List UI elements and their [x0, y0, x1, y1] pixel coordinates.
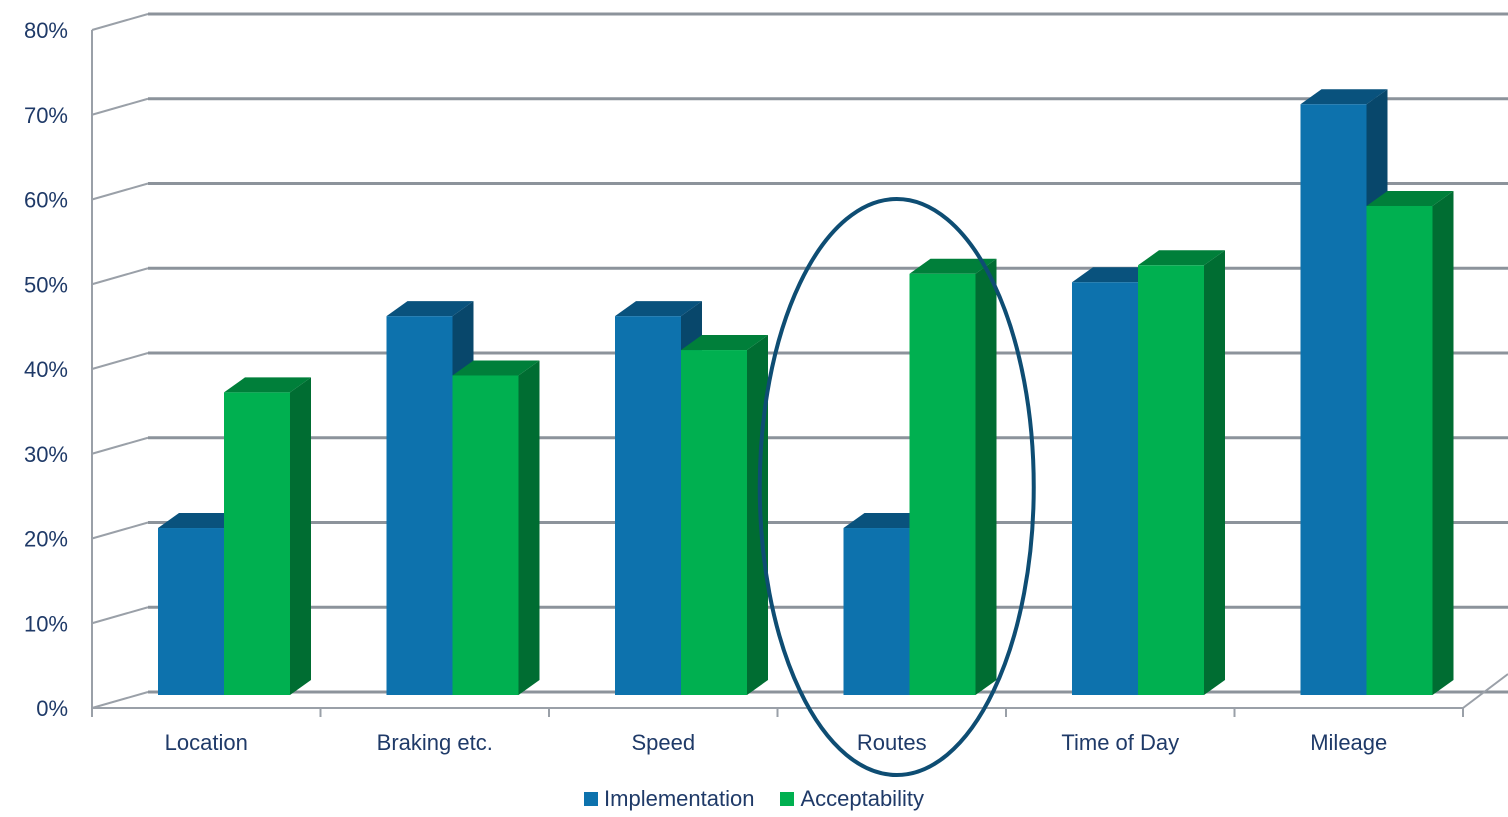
legend-swatch-implementation [584, 792, 599, 806]
y-tick-label: 20% [24, 527, 68, 552]
bar-top [681, 335, 768, 351]
y-tick-label: 40% [24, 357, 68, 382]
bar-top [1138, 250, 1225, 266]
bar-top [386, 301, 474, 317]
gridline-diagonal [91, 267, 149, 286]
bar-top [158, 513, 245, 529]
bar-front [224, 392, 290, 695]
bar-top [843, 513, 931, 529]
gridline-diagonal [91, 182, 149, 201]
y-tick-label: 0% [36, 696, 68, 721]
legend-item-acceptability: Acceptability [780, 786, 924, 812]
x-category-label: Routes [857, 730, 927, 755]
highlight-ellipse [757, 197, 1036, 777]
y-tick-label: 10% [24, 611, 68, 636]
bar-top [1366, 190, 1454, 206]
bar-side [975, 258, 997, 695]
gridlines [91, 12, 1508, 709]
floor-edge [1462, 673, 1508, 709]
bar-top [224, 377, 311, 393]
bar-acceptability-location [224, 377, 311, 695]
gridline-diagonal [91, 606, 149, 625]
bar-front [1138, 265, 1204, 695]
y-tick-label: 30% [24, 442, 68, 467]
bar-side [518, 360, 540, 695]
bar-top [909, 258, 997, 274]
bar-top [452, 360, 540, 376]
bar-top [1072, 267, 1159, 283]
gridline-diagonal [91, 691, 149, 709]
bar-front [1072, 282, 1138, 695]
legend-item-implementation: Implementation [584, 786, 754, 812]
gridline-diagonal [91, 352, 149, 370]
y-tick-label: 50% [24, 272, 68, 297]
bar-top [1300, 89, 1388, 105]
bar-acceptability-mileage [1366, 190, 1454, 695]
bar-side [747, 335, 768, 695]
bar-acceptability-speed [681, 335, 768, 695]
gridline-diagonal [91, 436, 149, 455]
legend-label-implementation: Implementation [604, 786, 755, 811]
legend: Implementation Acceptability [0, 786, 1508, 812]
bar-side [290, 377, 311, 695]
bar-front [1366, 205, 1433, 695]
legend-swatch-acceptability [780, 792, 795, 806]
bars [158, 89, 1454, 696]
x-category-label: Time of Day [1061, 730, 1179, 755]
bar-acceptability-routes [909, 258, 997, 695]
bar-side [1432, 190, 1454, 695]
axis-labels: 0% 10% 20% 30% 40% 50% 60% 70% 80% Location Brakin… [24, 18, 1387, 755]
gridline-diagonal [91, 521, 149, 540]
axes [91, 30, 1508, 717]
bar-acceptability-braking-etc [452, 360, 540, 695]
y-tick-label: 60% [24, 188, 68, 213]
bar-front [909, 273, 976, 695]
bar-front [1300, 104, 1367, 695]
x-category-label: Braking etc. [377, 730, 493, 755]
x-category-label: Speed [631, 730, 695, 755]
bar-top [615, 301, 702, 317]
x-category-label: Location [165, 730, 248, 755]
y-tick-label: 70% [24, 103, 68, 128]
x-category-label: Mileage [1310, 730, 1387, 755]
gridline-diagonal [91, 13, 149, 31]
bar-front [843, 528, 910, 695]
bar-acceptability-time-of-day [1138, 250, 1225, 696]
y-tick-label: 80% [24, 18, 68, 43]
bar-front [158, 528, 224, 695]
bar-front [386, 316, 453, 695]
legend-label-acceptability: Acceptability [800, 786, 924, 811]
bar-front [615, 316, 681, 695]
bar-side [1204, 250, 1225, 696]
gridline-diagonal [91, 97, 149, 116]
bar-front [681, 350, 747, 695]
bar-front [452, 375, 519, 695]
